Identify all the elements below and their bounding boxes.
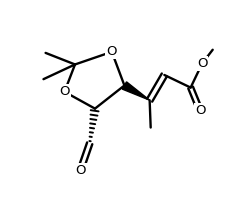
Text: O: O: [59, 85, 70, 98]
Text: O: O: [194, 104, 204, 117]
Polygon shape: [122, 82, 149, 100]
Text: O: O: [106, 45, 117, 58]
Text: O: O: [196, 57, 207, 70]
Text: O: O: [75, 164, 85, 177]
